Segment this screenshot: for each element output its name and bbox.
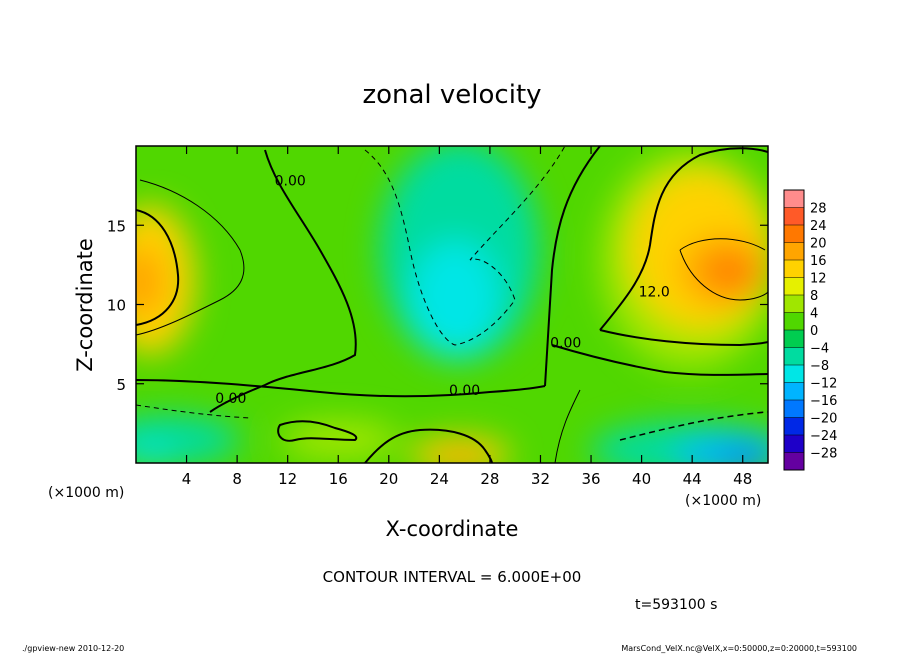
y-tick-label: 5 [116,376,126,394]
colorbar-swatch [784,295,804,313]
contour-label: 12.0 [639,285,670,301]
x-tick-label: 12 [278,470,297,488]
colorbar-label: −4 [810,342,829,357]
colorbar: 28 24 20 16 12 8 4 0 −4 −8 −12 −16 −20 −24 −28 [783,189,837,471]
y-axis-label: Z-coordinate [73,238,97,372]
contour-label: 0.00 [215,391,246,407]
colorbar-swatch [784,207,804,226]
x-tick-label: 4 [182,470,192,488]
colorbar-swatch [784,312,804,331]
x-tick-label: 28 [480,470,499,488]
colorbar-swatch [784,242,804,261]
colorbar-label: 20 [810,237,827,252]
colorbar-label: 12 [810,272,827,287]
x-axis: 4 8 12 16 20 24 28 32 36 40 44 48 [182,146,752,488]
contour-label: 0.00 [550,335,581,351]
colorbar-swatch [784,277,804,296]
chart-title: zonal velocity [362,80,541,110]
colorbar-label: −28 [810,447,837,462]
x-tick-label: 48 [733,470,752,488]
colorbar-swatch [784,330,804,348]
footer-left: ./gpview-new 2010-12-20 [22,644,124,653]
contour-label: 0.00 [449,383,480,399]
colorbar-swatch [784,400,804,418]
colorbar-swatch [784,417,804,436]
colorbar-label: −20 [810,412,837,427]
plot-area [136,146,768,463]
colorbar-swatch [784,260,804,278]
x-tick-label: 44 [683,470,702,488]
colorbar-label: −24 [810,429,837,444]
colorbar-label: 8 [810,289,818,304]
x-unit-label-right: (×1000 m) [685,493,761,509]
colorbar-label: −8 [810,359,829,374]
colorbar-swatch [784,225,804,243]
contour-interval: CONTOUR INTERVAL = 6.000E+00 [323,568,582,586]
colorbar-label: −16 [810,394,837,409]
colorbar-swatch [784,382,804,401]
colorbar-swatch [784,435,804,453]
colorbar-swatch [784,365,804,383]
time-label: t=593100 s [635,597,717,613]
colorbar-swatch [784,347,804,366]
contour-labels: 0.00 0.00 0.00 0.00 12.0 [215,174,670,407]
x-tick-label: 8 [232,470,242,488]
contour-label: 0.00 [275,174,306,190]
x-tick-label: 32 [531,470,550,488]
colorbar-label: 4 [810,307,818,322]
colorbar-label: 28 [810,202,827,217]
x-tick-label: 24 [430,470,449,488]
footer-right: MarsCond_VelX.nc@VelX,x=0:50000,z=0:2000… [621,644,857,653]
colorbar-label: −12 [810,377,837,392]
x-axis-label: X-coordinate [386,517,519,541]
x-tick-label: 20 [379,470,398,488]
colorbar-label: 16 [810,254,827,269]
colorbar-label: 0 [810,324,818,339]
x-tick-label: 16 [329,470,348,488]
x-tick-label: 40 [632,470,651,488]
y-tick-label: 10 [107,297,126,315]
colorbar-swatch [784,190,804,208]
colorbar-label: 24 [810,219,827,234]
x-unit-label-left: (×1000 m) [48,485,124,501]
contour-lines [136,146,768,463]
y-tick-label: 15 [107,217,126,235]
y-axis: 5 10 15 [107,217,768,394]
x-tick-label: 36 [581,470,600,488]
colorbar-swatch [784,452,804,471]
